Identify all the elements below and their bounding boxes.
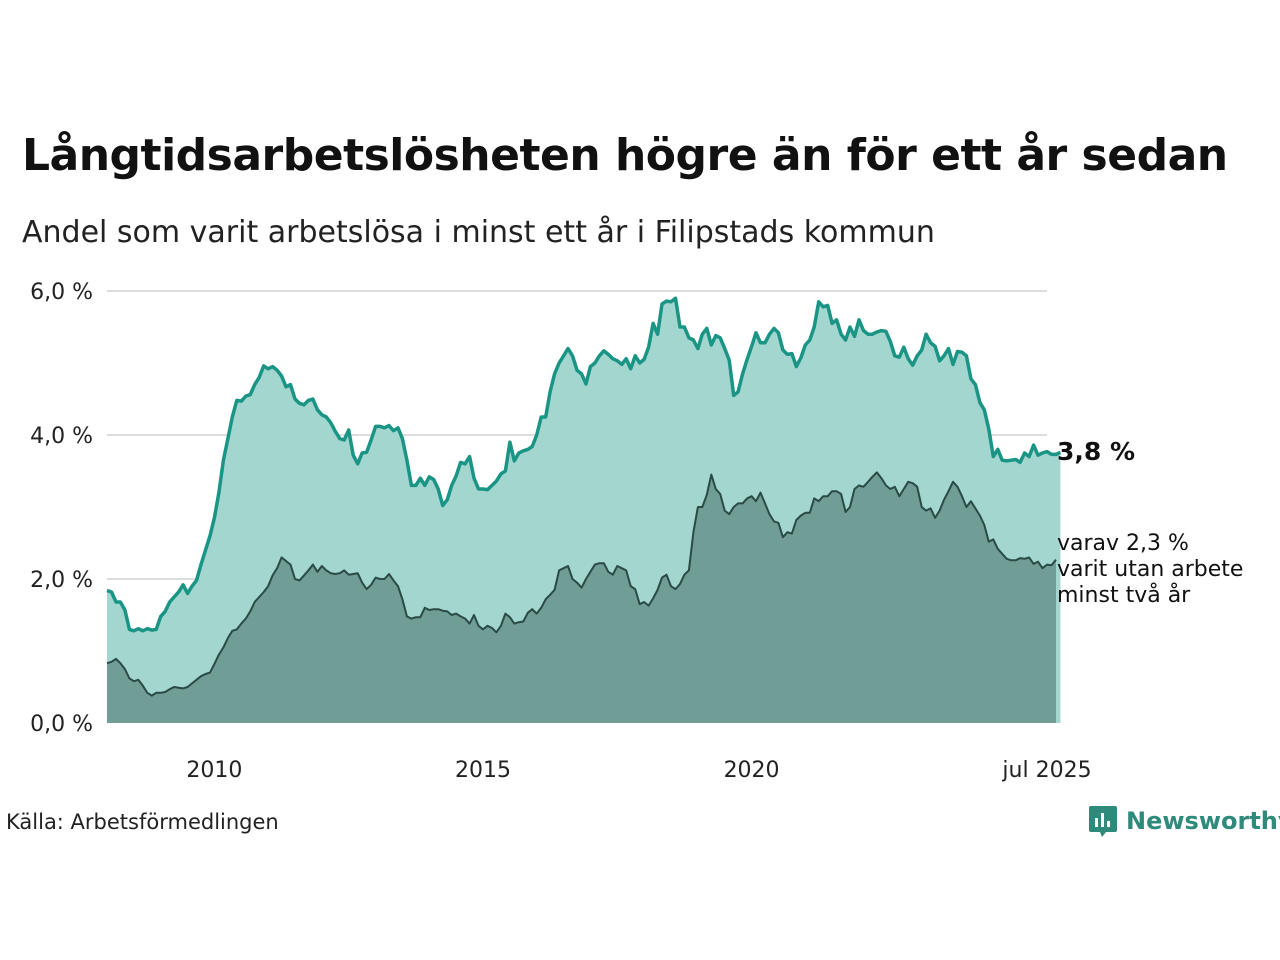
- y-axis: 0,0 % 2,0 % 4,0 % 6,0 %: [30, 280, 93, 737]
- newsworthy-logo-icon: [1089, 806, 1117, 837]
- series-note: varav 2,3 % varit utan arbete minst två …: [1057, 531, 1243, 609]
- series-2-line: [106, 471, 1057, 697]
- brand-name: Newsworthy: [1126, 807, 1280, 835]
- note-line: minst två år: [1057, 583, 1191, 608]
- brand-logo: Newsworthy: [1088, 804, 1280, 838]
- chart-subtitle: Andel som varit arbetslösa i minst ett å…: [22, 215, 935, 250]
- note-line: varav 2,3 %: [1057, 531, 1189, 556]
- x-tick-label: 2010: [186, 758, 242, 783]
- x-tick-label: jul 2025: [1001, 758, 1091, 783]
- y-tick-label: 4,0 %: [30, 424, 93, 449]
- series-1-line: [106, 296, 1062, 633]
- y-tick-label: 2,0 %: [30, 568, 93, 593]
- areas: [106, 296, 1062, 723]
- end-value-label: 3,8 %: [1057, 437, 1136, 466]
- y-tick-label: 0,0 %: [30, 712, 93, 737]
- chart-title: Långtidsarbetslösheten högre än för ett …: [22, 130, 1228, 181]
- x-axis: 2010 2015 2020 jul 2025: [186, 758, 1091, 783]
- y-tick-label: 6,0 %: [30, 280, 93, 305]
- series-2-area: [107, 472, 1056, 723]
- source-text: Källa: Arbetsförmedlingen: [6, 810, 279, 834]
- note-line: varit utan arbete: [1057, 557, 1244, 582]
- x-tick-label: 2015: [455, 758, 511, 783]
- x-tick-label: 2020: [724, 758, 780, 783]
